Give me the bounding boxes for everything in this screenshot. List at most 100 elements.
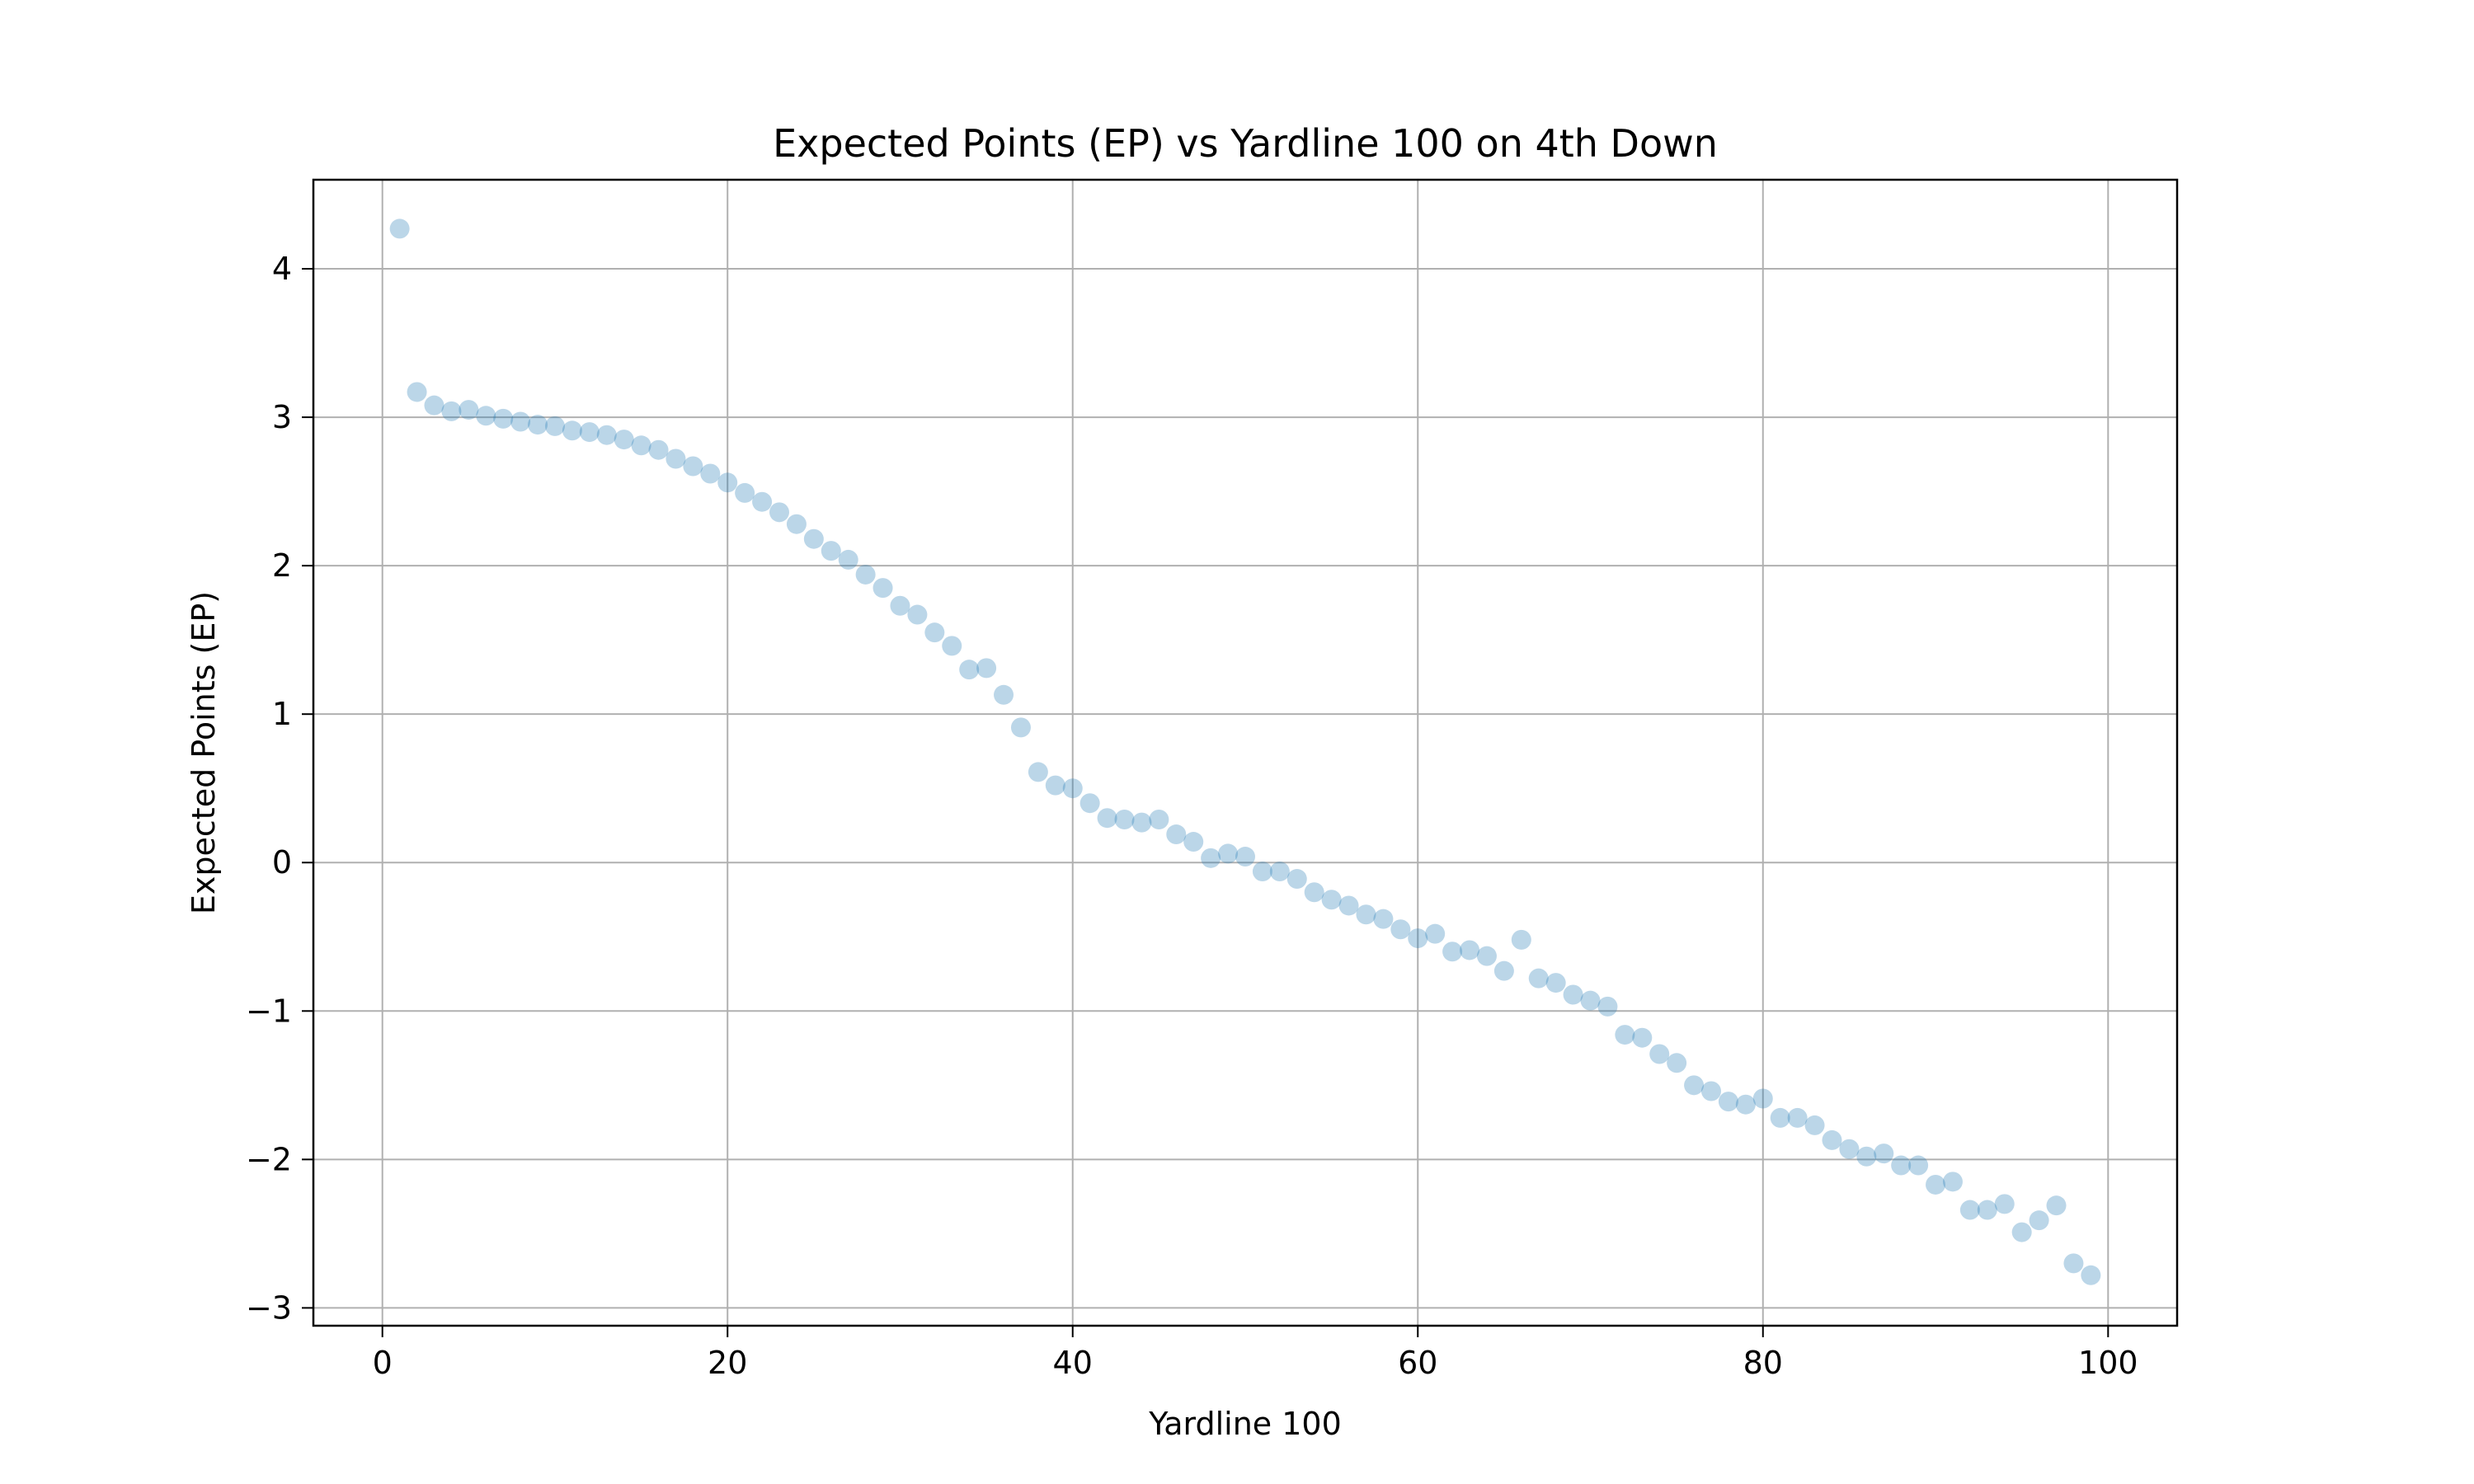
x-tick-label: 60 bbox=[1398, 1345, 1437, 1381]
data-point bbox=[648, 439, 669, 460]
data-point bbox=[1667, 1053, 1687, 1073]
data-point bbox=[510, 411, 531, 432]
data-point bbox=[1166, 824, 1187, 845]
data-point bbox=[683, 456, 703, 477]
y-tick-label: 2 bbox=[272, 547, 292, 584]
data-point bbox=[1752, 1088, 1773, 1109]
data-point bbox=[544, 416, 565, 436]
data-point bbox=[1908, 1155, 1929, 1176]
data-point bbox=[717, 472, 738, 493]
data-point bbox=[1045, 775, 1065, 796]
data-point bbox=[1735, 1094, 1756, 1115]
data-point bbox=[1269, 862, 1290, 882]
x-tick-label: 0 bbox=[373, 1345, 393, 1381]
data-point bbox=[1718, 1092, 1738, 1112]
data-point bbox=[821, 541, 841, 561]
data-point bbox=[942, 636, 962, 656]
data-point bbox=[1460, 940, 1480, 960]
data-point bbox=[2011, 1222, 2032, 1242]
data-point bbox=[1701, 1081, 1721, 1101]
data-point bbox=[1563, 984, 1583, 1005]
data-point bbox=[907, 604, 928, 625]
data-point bbox=[1684, 1075, 1705, 1096]
data-point bbox=[855, 564, 876, 585]
data-point bbox=[579, 422, 600, 443]
data-point bbox=[666, 448, 686, 469]
y-tick-label: 1 bbox=[272, 696, 292, 732]
data-point bbox=[1597, 996, 1618, 1017]
data-point bbox=[1545, 973, 1566, 993]
data-point bbox=[1511, 929, 1531, 950]
x-axis-ticks: 0 20 40 60 80 100 bbox=[373, 1326, 2138, 1381]
data-point bbox=[596, 425, 617, 445]
y-tick-label: −1 bbox=[246, 993, 292, 1029]
data-point bbox=[1856, 1146, 1877, 1167]
data-point bbox=[424, 395, 444, 416]
data-point bbox=[1994, 1194, 2015, 1214]
data-point bbox=[700, 463, 721, 484]
data-point bbox=[872, 578, 893, 599]
data-point bbox=[1373, 909, 1394, 929]
data-point bbox=[1942, 1172, 1963, 1192]
data-point bbox=[493, 408, 514, 429]
y-tick-label: 0 bbox=[272, 844, 292, 881]
data-point bbox=[1425, 923, 1446, 944]
plot-area-frame bbox=[312, 178, 2179, 1327]
data-point bbox=[1959, 1200, 1980, 1220]
data-point bbox=[1304, 882, 1324, 903]
data-point bbox=[1201, 848, 1221, 868]
data-point bbox=[2046, 1195, 2067, 1216]
data-point bbox=[1442, 942, 1463, 962]
data-point bbox=[1770, 1107, 1790, 1128]
data-point bbox=[528, 415, 548, 435]
data-point bbox=[1649, 1044, 1670, 1064]
x-axis-label: Yardline 100 bbox=[1148, 1406, 1342, 1442]
data-point bbox=[1408, 928, 1428, 949]
data-point bbox=[1062, 778, 1083, 799]
data-point bbox=[1235, 847, 1255, 867]
data-point bbox=[1010, 717, 1031, 738]
data-point bbox=[1493, 960, 1514, 981]
data-point bbox=[1615, 1025, 1635, 1045]
data-point bbox=[1149, 810, 1169, 830]
data-point bbox=[803, 528, 824, 549]
data-points bbox=[389, 218, 2101, 1285]
data-point bbox=[1839, 1139, 1860, 1159]
data-point bbox=[441, 401, 462, 421]
data-point bbox=[1097, 808, 1117, 829]
data-point bbox=[631, 435, 651, 456]
x-tick-label: 20 bbox=[708, 1345, 747, 1381]
data-point bbox=[562, 420, 582, 441]
data-point bbox=[1114, 810, 1135, 830]
data-point bbox=[959, 660, 980, 680]
data-point bbox=[1286, 869, 1307, 890]
data-point bbox=[769, 502, 789, 523]
data-point bbox=[1131, 812, 1152, 833]
data-point bbox=[1580, 990, 1601, 1011]
data-point bbox=[1390, 919, 1411, 940]
data-point bbox=[1528, 968, 1549, 989]
data-point bbox=[924, 622, 945, 643]
data-point bbox=[1252, 862, 1272, 882]
y-axis-ticks: −3 −2 −1 0 1 2 3 4 bbox=[246, 251, 313, 1326]
data-point bbox=[2063, 1253, 2084, 1274]
data-point bbox=[1977, 1200, 1997, 1220]
data-point bbox=[2081, 1265, 2101, 1285]
x-tick-label: 100 bbox=[2078, 1345, 2138, 1381]
data-point bbox=[614, 430, 634, 450]
x-tick-label: 40 bbox=[1053, 1345, 1093, 1381]
data-point bbox=[1822, 1129, 1842, 1150]
data-point bbox=[1218, 843, 1239, 864]
data-point bbox=[476, 406, 496, 426]
data-point bbox=[994, 684, 1014, 705]
data-point bbox=[407, 382, 427, 402]
data-point bbox=[1321, 890, 1342, 910]
data-point bbox=[459, 400, 479, 420]
y-tick-label: −3 bbox=[246, 1289, 292, 1326]
data-point bbox=[2029, 1210, 2049, 1231]
data-point bbox=[389, 218, 410, 239]
data-point bbox=[1338, 895, 1359, 916]
chart-title: Expected Points (EP) vs Yardline 100 on … bbox=[773, 121, 1718, 166]
